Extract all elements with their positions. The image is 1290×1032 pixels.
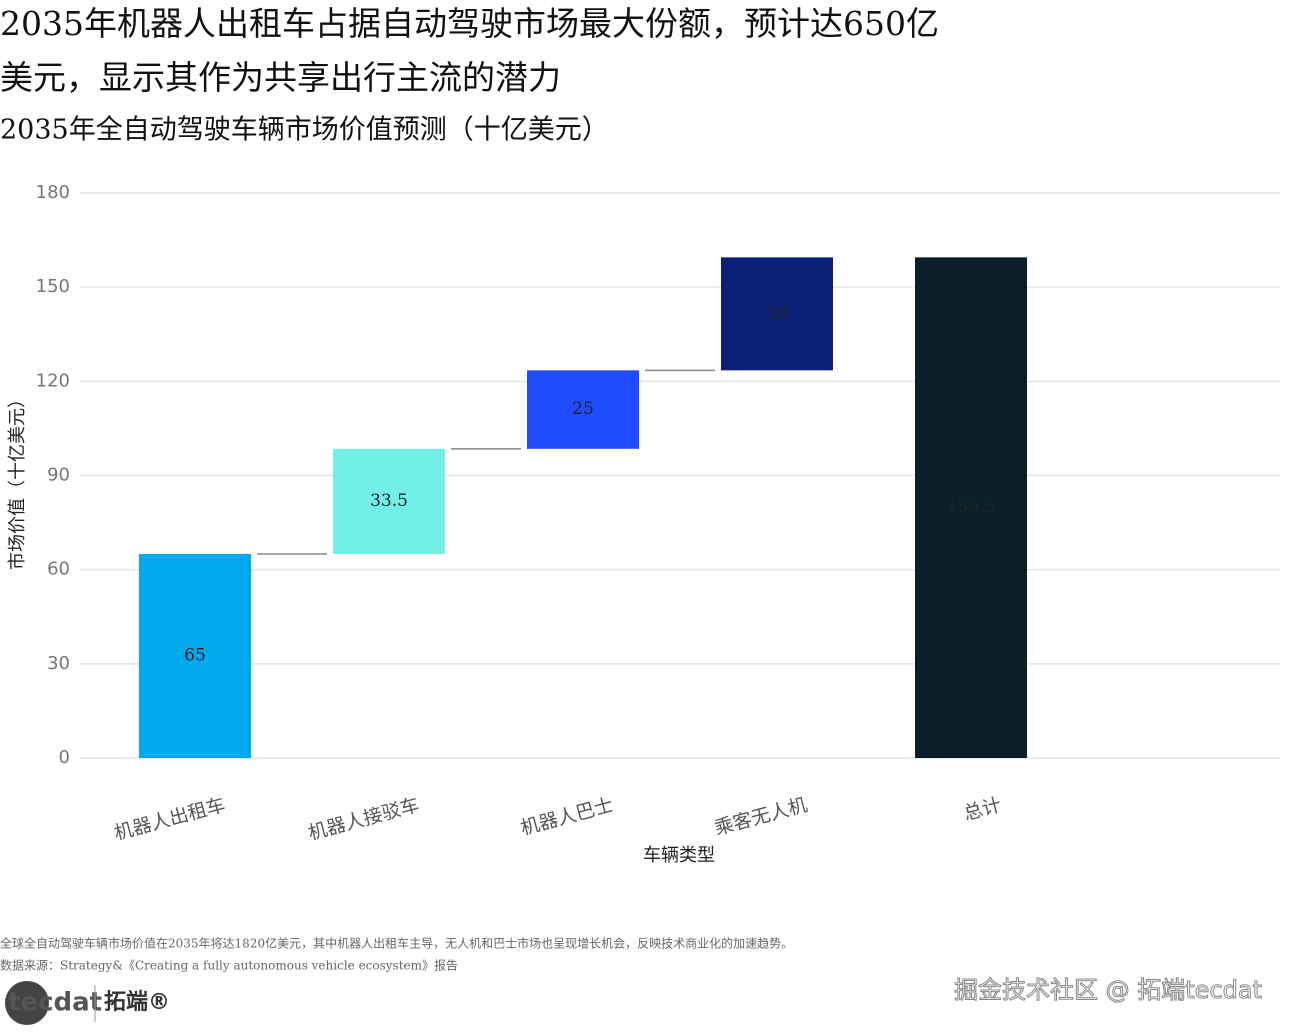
value-label: 159.5 <box>947 497 996 517</box>
logo-badge <box>5 981 49 1025</box>
chart-title: 2035年机器人出租车占据自动驾驶市场最大份额，预计达650亿美元，显示其作为共… <box>0 4 939 97</box>
logo-mark: tecdat <box>8 988 102 1018</box>
bar <box>527 370 639 449</box>
bar <box>333 448 445 554</box>
bar <box>915 257 1027 758</box>
y-tick-label: 0 <box>59 747 70 768</box>
x-axis-label: 车辆类型 <box>643 845 715 866</box>
x-tick-label: 机器人出租车 <box>112 794 228 845</box>
footnote: 全球全自动驾驶车辆市场价值在2035年将达1820亿美元，其中机器人出租车主导，… <box>0 936 793 951</box>
value-label: 33.5 <box>370 491 408 511</box>
x-tick-label: 机器人巴士 <box>518 794 615 840</box>
bar <box>721 257 833 371</box>
source: 数据来源：Strategy&《Creating a fully autonomo… <box>0 958 458 973</box>
bar <box>139 553 251 758</box>
chart-subtitle: 2035年全自动驾驶车辆市场价值预测（十亿美元） <box>0 115 609 146</box>
y-tick-label: 60 <box>47 559 70 580</box>
y-tick-label: 120 <box>36 370 70 391</box>
y-tick-label: 150 <box>36 276 70 297</box>
y-tick-label: 90 <box>47 465 70 486</box>
logo-name: 拓端® <box>104 990 170 1015</box>
value-label: 65 <box>184 645 206 665</box>
x-tick-label: 乘客无人机 <box>712 794 809 840</box>
x-tick-label: 总计 <box>961 794 1003 825</box>
y-tick-label: 30 <box>47 653 70 674</box>
watermark: 掘金技术社区 @ 拓端tecdat <box>954 976 1262 1004</box>
value-label: 36 <box>766 303 788 323</box>
x-tick-label: 机器人接驳车 <box>306 794 422 845</box>
y-tick-label: 180 <box>36 182 70 203</box>
value-label: 25 <box>572 399 594 419</box>
y-axis-label: 市场价值（十亿美元） <box>7 390 28 570</box>
